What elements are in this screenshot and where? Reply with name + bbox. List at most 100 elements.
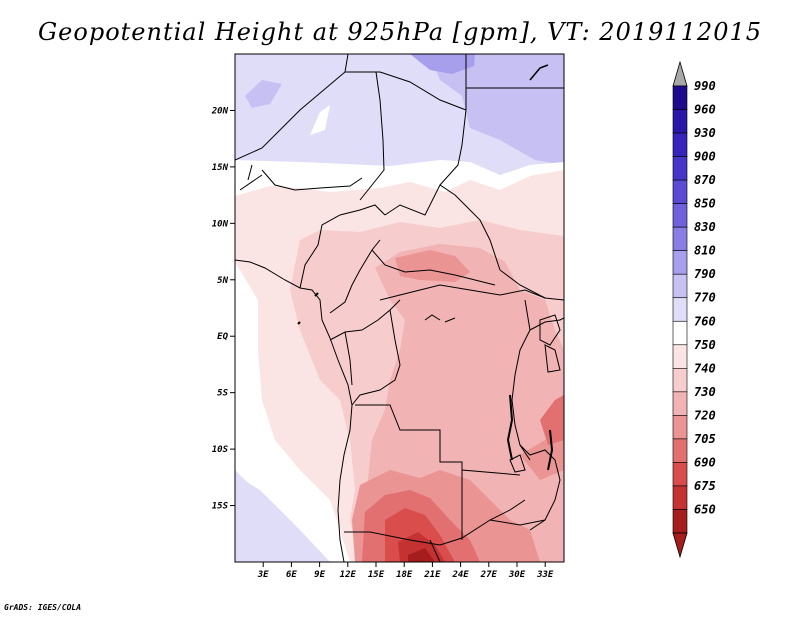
country-borders [235,54,564,562]
lon-tick-label: 18E [396,570,413,580]
shade-720-east [520,400,564,480]
river-congo-a [424,314,441,321]
river-congo-b [444,317,456,323]
colorbar-label: 770 [694,291,716,305]
lon-tick-label: 6E [286,570,297,580]
colorbar-label: 790 [694,267,716,281]
border-angola-namibia [344,499,526,546]
colorbar-label: 750 [694,338,716,352]
colorbar-label: 740 [694,361,716,375]
colorbar-label: 675 [694,479,716,493]
border-mauritania [247,164,253,181]
lat-tick-label: 15N [212,163,229,173]
shade-705-east [540,395,564,445]
map-frame [234,53,565,563]
border-nigeria-east [299,204,386,289]
colorbar-swatch [672,226,688,251]
colorbar-label: 760 [694,314,716,328]
colorbar-swatch [672,509,688,534]
grads-credit: GrADS: IGES/COLA [4,603,82,612]
border-mali-algeria [235,54,349,161]
geopotential-height-field [235,54,564,562]
lake-mweru [509,454,526,473]
colorbar-label: 900 [694,150,716,164]
lon-tick-label: 21E [423,570,441,580]
colorbar-label: 830 [694,220,716,234]
lon-tick-label: 30E [508,570,526,580]
colorbar-swatch [672,485,688,510]
border-zambia-zimbabwe [489,519,546,526]
lon-tick-label: 12E [340,570,357,580]
border-drc-east [511,299,531,461]
border-niger-libya [345,71,467,111]
colorbar-label: 690 [694,455,716,469]
shade-810 [410,54,475,74]
border-south-sudan [499,269,564,301]
colorbar-label: 810 [694,244,716,258]
coast-sinai [529,64,549,81]
colorbar-label: 720 [694,408,716,422]
border-gabon-congo [329,299,401,341]
colorbar: 990 960 930 900 870 850 830 810 790 770 760 750 740 7… [672,60,716,559]
map-title: Geopotential Height at 925hPa [gpm], VT:… [38,18,762,46]
colorbar-swatch [672,344,688,369]
colorbar-swatch [672,156,688,181]
colorbar-label: 960 [694,103,716,117]
shade-760-desert [310,105,330,135]
colorbar-label: 730 [694,385,716,399]
longitude-axis: 3E 6E 9E 12E 15E 18E 21E 24E 27E 30E 33E [257,562,554,580]
lat-tick-label: 10S [212,445,229,455]
border-gabon-inner [344,331,353,386]
border-angola-drc [355,404,521,476]
colorbar-label: 705 [694,432,716,446]
colorbar-lower-arrow [672,532,688,559]
shade-790-b [245,80,282,108]
border-car-drc [379,284,546,301]
border-burkina [239,174,263,191]
lon-tick-label: 24E [451,570,469,580]
colorbar-swatch [672,462,688,487]
lon-tick-label: 9E [314,570,325,580]
lat-tick-label: 15S [212,502,229,512]
colorbar-label: 990 [694,79,716,93]
lon-tick-label: 27E [480,570,498,580]
lat-tick-label: 20N [211,106,229,116]
colorbar-swatch [672,368,688,393]
lake-malawi [547,429,554,471]
border-uganda [529,317,564,331]
colorbar-swatch [672,203,688,228]
border-chad-sudan [384,184,501,271]
island-sao-tome [297,321,301,325]
lake-tanganyika [506,394,514,461]
border-zambia-mozambique [519,444,561,531]
border-egypt-sudan [439,54,467,186]
shade-770-southwest [235,475,320,562]
shade-650 [408,548,435,562]
colorbar-swatch [672,179,688,204]
colorbar-swatch [672,297,688,322]
lon-tick-label: 15E [368,570,385,580]
lon-tick-label: 3E [257,570,269,580]
border-congo-drc [351,309,401,406]
colorbar-swatch [672,250,688,275]
lat-tick-label: EQ [217,332,228,342]
colorbar-swatch [672,391,688,416]
border-botswana [429,539,441,562]
colorbar-swatch [672,415,688,440]
latitude-axis: 20N 15N 10N 5N EQ 5S 10S 15S [211,106,235,512]
border-niger-chad [359,71,385,201]
colorbar-label: 850 [694,197,716,211]
colorbar-label: 930 [694,126,716,140]
colorbar-swatch [672,438,688,463]
colorbar-label: 650 [694,502,716,516]
colorbar-swatch [672,273,688,299]
border-niger-nigeria [261,169,363,191]
colorbar-swatch [672,85,688,110]
shade-790 [235,54,564,165]
lake-victoria [539,314,561,346]
lat-tick-label: 10N [212,219,229,229]
border-cameroon [329,239,381,314]
lat-tick-label: 5S [217,389,228,399]
lat-tick-label: 5N [217,276,228,286]
